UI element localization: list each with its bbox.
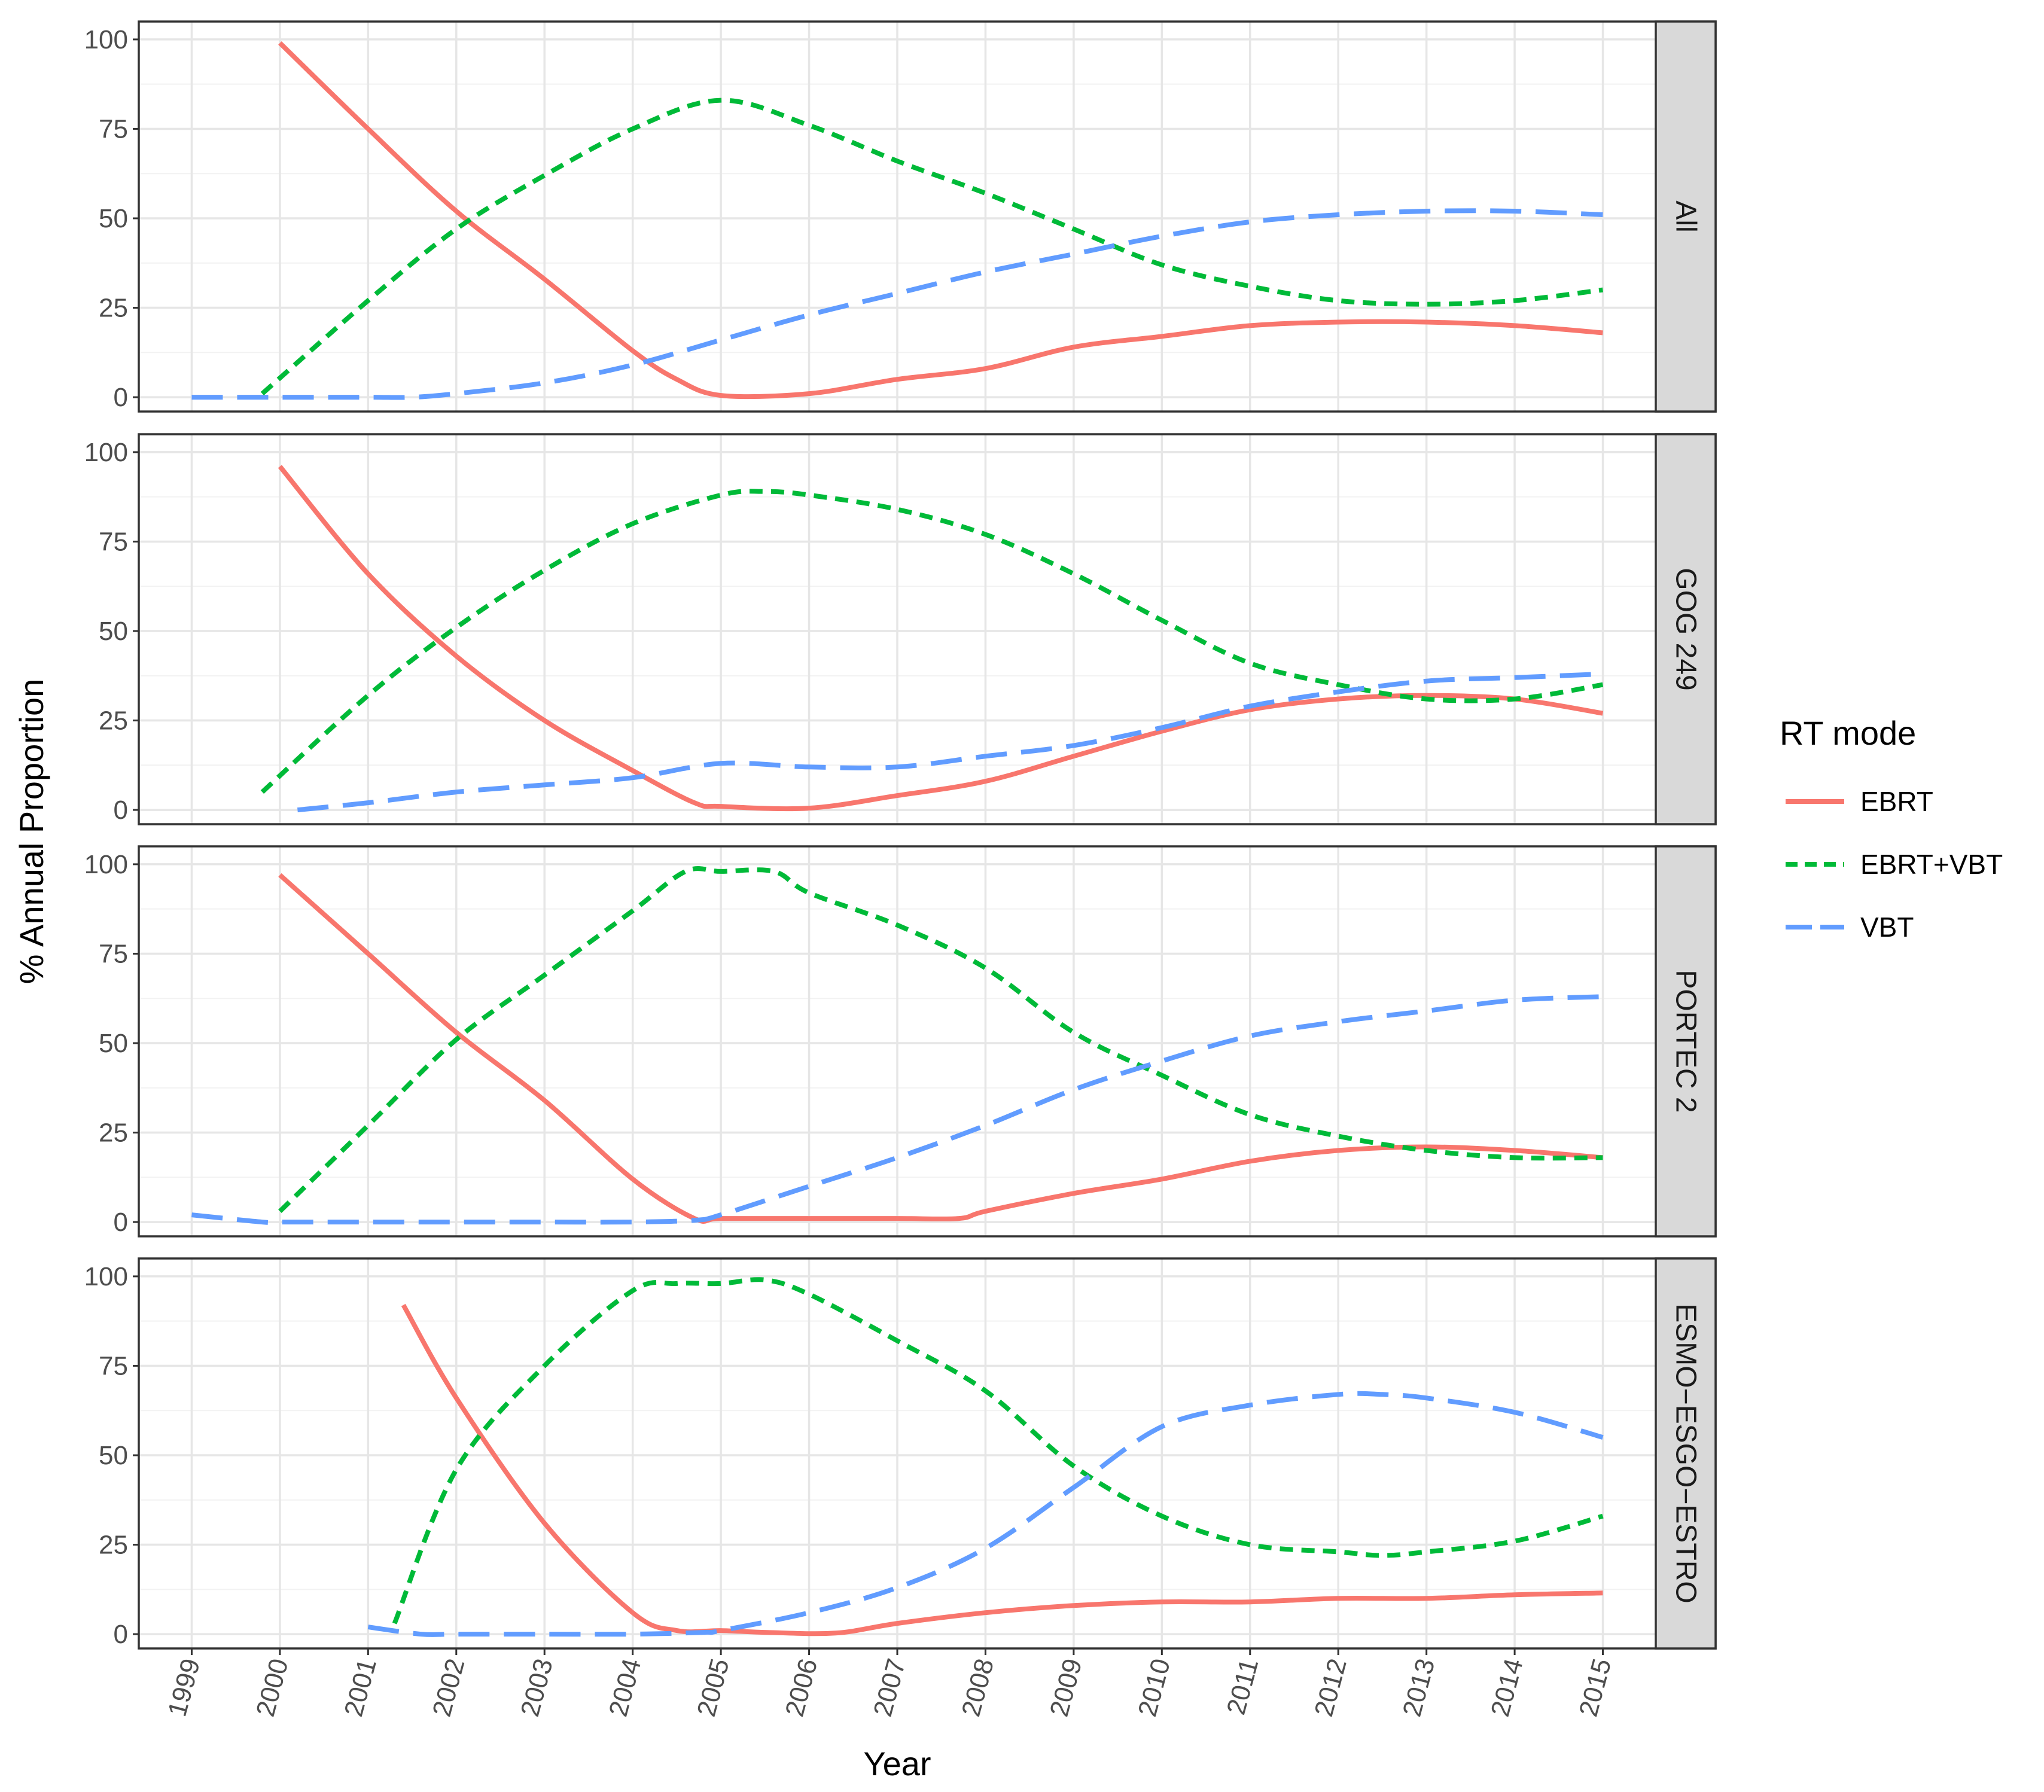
- series-line-ebrt: [401, 1303, 1603, 1636]
- x-tick-label: 1999: [162, 1656, 206, 1720]
- series-line-vbt: [367, 1391, 1604, 1637]
- series-line-ebrt: [278, 465, 1604, 812]
- x-tick-label: 2009: [1044, 1656, 1088, 1720]
- series-line-vbt: [191, 208, 1603, 400]
- x-tick-label: 2010: [1132, 1656, 1176, 1720]
- x-tick-label: 2003: [515, 1656, 559, 1720]
- series-line-ebrt: [278, 41, 1603, 400]
- y-tick-label: 25: [99, 706, 128, 736]
- y-tick-label: 0: [114, 383, 128, 412]
- legend: RT mode EBRT EBRT+VBT VBT: [1780, 714, 2003, 943]
- facet-strip: [1655, 433, 1717, 825]
- y-axis-title: % Annual Proportion: [13, 679, 50, 985]
- facet-strip: [1655, 1257, 1717, 1650]
- legend-label: EBRT+VBT: [1860, 849, 2003, 880]
- y-tick-label: 100: [84, 438, 128, 467]
- x-tick-label: 2015: [1574, 1656, 1617, 1720]
- facet-strip-label: GOG 249: [1670, 568, 1702, 690]
- y-tick-label: 25: [99, 294, 128, 323]
- x-tick-label: 2001: [339, 1656, 382, 1720]
- y-tick-label: 50: [99, 617, 128, 646]
- series-line-ebrt-vbt: [392, 1277, 1604, 1625]
- x-tick-label: 2007: [868, 1656, 912, 1720]
- series-line-ebrt-vbt: [278, 866, 1603, 1213]
- series-line-vbt: [297, 671, 1603, 813]
- y-tick-label: 75: [99, 114, 128, 144]
- x-tick-label: 2005: [692, 1656, 735, 1720]
- x-tick-label: 2013: [1397, 1656, 1441, 1720]
- panel-4: 0 25 50 75 100 ESMO−ESGO−ESTRO: [84, 1257, 1717, 1650]
- x-tick-label: 2012: [1309, 1656, 1352, 1720]
- panels-layer: 0 25 50 75 100 All 0 25 50 75 100 GOG 249 0 25 50 75 100…: [84, 20, 1717, 1650]
- x-axis-title: Year: [863, 1745, 931, 1782]
- facet-strip-label: ESMO−ESGO−ESTRO: [1670, 1303, 1702, 1603]
- panel-3: 0 25 50 75 100 PORTEC 2: [84, 845, 1717, 1238]
- legend-label: EBRT: [1860, 786, 1933, 817]
- series-line-ebrt: [278, 873, 1603, 1224]
- legend-label: VBT: [1860, 912, 1914, 943]
- x-tick-label: 2008: [956, 1656, 1000, 1720]
- y-tick-label: 25: [99, 1531, 128, 1560]
- y-tick-label: 0: [114, 796, 128, 825]
- y-tick-label: 75: [99, 939, 128, 968]
- y-tick-label: 75: [99, 1351, 128, 1380]
- x-tick-label: 2014: [1485, 1656, 1529, 1720]
- y-tick-label: 25: [99, 1119, 128, 1148]
- y-tick-label: 50: [99, 1441, 128, 1470]
- y-tick-label: 100: [84, 25, 128, 54]
- series-line-vbt: [191, 994, 1603, 1225]
- facet-strip-label: All: [1670, 200, 1702, 232]
- x-tick-label: 2011: [1221, 1656, 1265, 1718]
- y-tick-label: 75: [99, 527, 128, 556]
- series-line-ebrt-vbt: [260, 489, 1604, 794]
- x-axis: 1999 2000 2001 2002 2003 2004 2005 2006 2007 2008…: [162, 1648, 1617, 1720]
- facet-strip: [1655, 20, 1717, 413]
- legend-title: RT mode: [1780, 714, 1916, 752]
- y-tick-label: 100: [84, 1262, 128, 1291]
- y-tick-label: 50: [99, 204, 128, 233]
- x-tick-label: 2000: [251, 1656, 294, 1720]
- y-tick-label: 0: [114, 1208, 128, 1237]
- panel-2: 0 25 50 75 100 GOG 249: [84, 433, 1717, 825]
- y-tick-label: 50: [99, 1029, 128, 1058]
- y-tick-label: 100: [84, 850, 128, 879]
- facet-strip: [1655, 845, 1717, 1238]
- x-tick-label: 2004: [604, 1656, 647, 1720]
- panel-1: 0 25 50 75 100 All: [84, 20, 1717, 413]
- x-tick-label: 2002: [427, 1656, 471, 1720]
- x-tick-label: 2006: [780, 1656, 824, 1720]
- facet-strip-label: PORTEC 2: [1670, 970, 1702, 1113]
- y-tick-label: 0: [114, 1620, 128, 1649]
